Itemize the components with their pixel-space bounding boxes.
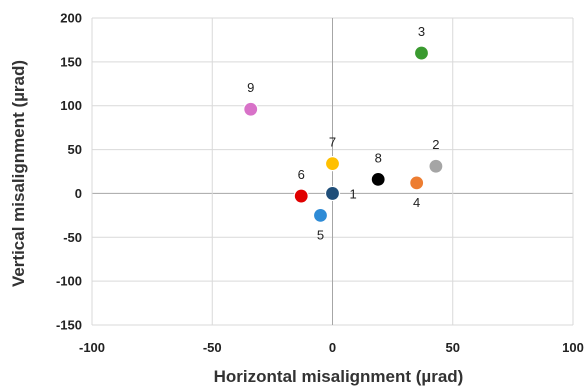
data-point-3 bbox=[413, 45, 430, 61]
data-point-5 bbox=[312, 207, 329, 223]
x-tick-label: 0 bbox=[329, 340, 336, 355]
x-tick-label: 100 bbox=[562, 340, 584, 355]
data-point-label: 1 bbox=[350, 186, 357, 201]
data-point-4 bbox=[409, 175, 425, 191]
data-point-label: 9 bbox=[247, 80, 254, 95]
tick-label-layer: -150 -100 -50 0 50 100 150 200 -100 -50 0 50 100 bbox=[56, 11, 584, 356]
data-point-label: 4 bbox=[413, 195, 420, 210]
data-point-6 bbox=[293, 188, 309, 204]
data-point-2 bbox=[428, 158, 444, 174]
y-tick-label: 100 bbox=[60, 98, 82, 113]
data-point-label: 8 bbox=[375, 150, 382, 165]
data-point-9 bbox=[243, 101, 259, 117]
data-point-label: 2 bbox=[432, 137, 439, 152]
y-tick-label: 50 bbox=[68, 142, 82, 157]
x-tick-label: -100 bbox=[79, 340, 105, 355]
y-tick-label: -150 bbox=[56, 318, 82, 333]
data-point-7 bbox=[324, 156, 341, 172]
y-tick-label: 0 bbox=[75, 186, 82, 201]
y-tick-label: 150 bbox=[60, 54, 82, 69]
data-point-layer: 1 2 3 4 5 6 7 8 9 bbox=[243, 24, 444, 242]
data-point-label: 3 bbox=[418, 24, 425, 39]
x-tick-label: -50 bbox=[203, 340, 222, 355]
y-tick-label: -50 bbox=[63, 230, 82, 245]
y-tick-label: 200 bbox=[60, 11, 82, 26]
y-axis-title: Vertical misalignment (µrad) bbox=[9, 60, 28, 287]
y-tick-label: -100 bbox=[56, 274, 82, 289]
data-point-1 bbox=[324, 185, 341, 202]
x-tick-label: 50 bbox=[446, 340, 460, 355]
x-axis-title: Horizontal misalignment (µrad) bbox=[214, 367, 464, 386]
grid-layer bbox=[91, 17, 574, 326]
data-point-label: 7 bbox=[329, 135, 336, 150]
data-point-label: 6 bbox=[298, 167, 305, 182]
data-point-8 bbox=[370, 171, 386, 187]
data-point-label: 5 bbox=[317, 227, 324, 242]
